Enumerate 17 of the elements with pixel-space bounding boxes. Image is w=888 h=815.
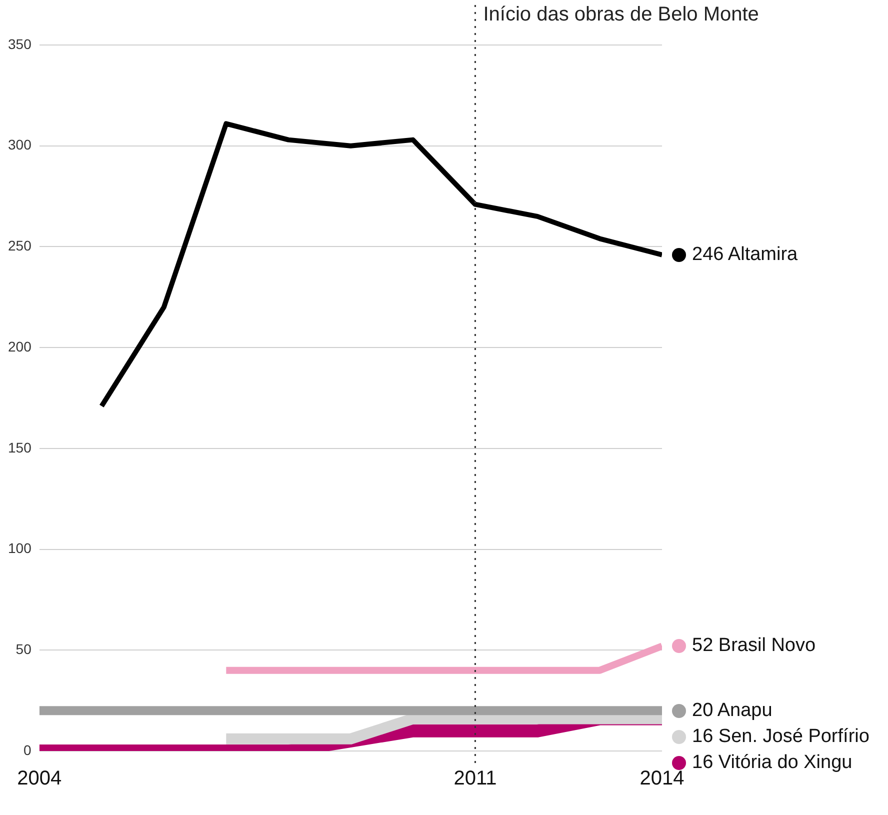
y-tick-label: 250 <box>8 238 32 254</box>
text: 246 Altamira <box>692 244 798 265</box>
ref-line-label: Início das obras de Belo Monte <box>483 4 759 26</box>
y-tick-label: 0 <box>24 742 32 758</box>
y-tick-label: 300 <box>8 136 32 153</box>
y-tick-label: 50 <box>16 641 32 657</box>
y-tick-label: 200 <box>8 338 32 354</box>
y-tick-label: 100 <box>8 540 32 556</box>
x-tick-label: 2004 <box>17 768 62 790</box>
x-tick-label: 2011 <box>454 768 497 790</box>
text: 16 Vitória do Xingu <box>692 752 852 773</box>
y-tick-label: 350 <box>8 36 32 52</box>
y-tick-label: 150 <box>8 439 32 456</box>
text: 16 Sen. José Porfírio <box>692 726 870 747</box>
text: 20 Anapu <box>692 700 772 721</box>
text: 52 Brasil Novo <box>692 635 816 656</box>
x-tick-label: 2014 <box>640 768 684 790</box>
